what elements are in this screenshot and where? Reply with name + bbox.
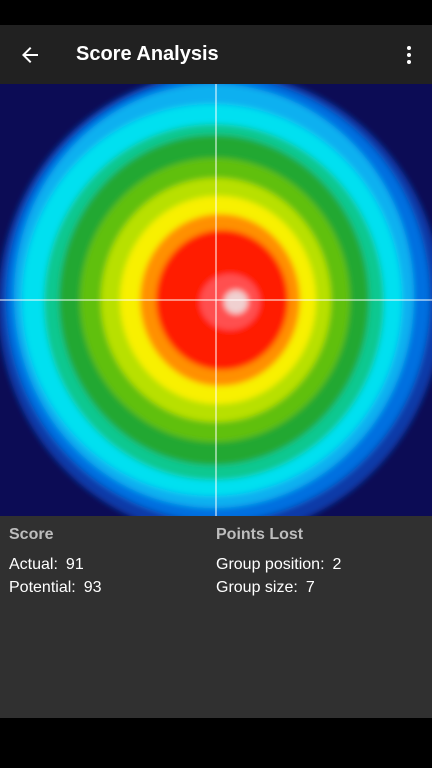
value: 2: [332, 556, 342, 573]
score-column: Score Actual: 91 Potential: 93: [9, 526, 102, 602]
app-bar: Score Analysis: [0, 25, 432, 84]
label: Actual:: [9, 556, 58, 573]
menu-button[interactable]: [397, 43, 421, 67]
row: Potential: 93: [9, 579, 102, 597]
navigation-bar: [0, 718, 432, 768]
label: Group size:: [216, 579, 298, 596]
heading: Points Lost: [216, 526, 304, 543]
status-bar: [0, 0, 432, 25]
app-title: Score Analysis: [76, 43, 219, 65]
row: Group position: 2: [216, 556, 341, 574]
heatmap: [0, 84, 432, 516]
value: 93: [83, 579, 102, 596]
back-button[interactable]: [18, 43, 42, 67]
info-panel: Score Actual: 91 Potential: 93 Points Lost…: [0, 516, 432, 718]
points-lost-column: Points Lost Group position: 2 Group size:…: [216, 526, 341, 602]
heading: Score: [9, 526, 54, 543]
row: Actual: 91: [9, 556, 102, 574]
row: Group size: 7: [216, 579, 341, 597]
value: 91: [65, 556, 84, 573]
label: Potential:: [9, 579, 76, 596]
label: Group position:: [216, 556, 325, 573]
value: 7: [305, 579, 315, 596]
